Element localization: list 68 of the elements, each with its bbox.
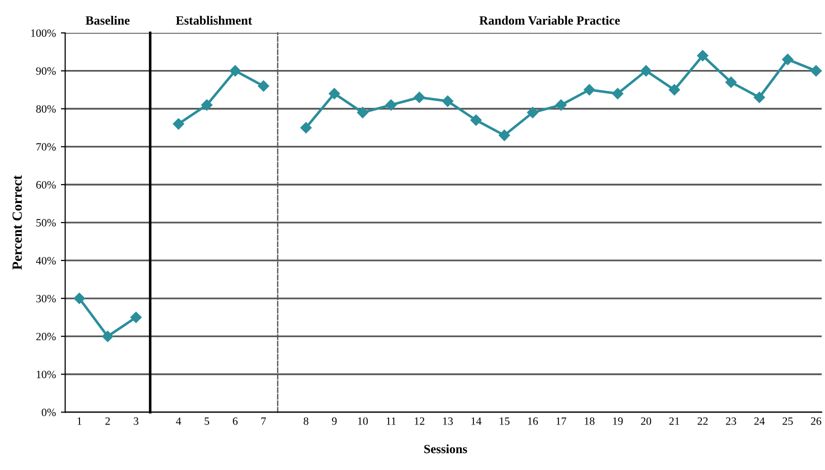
point: [102, 330, 114, 342]
x-tick-label: 5: [204, 417, 210, 425]
x-tick-label: 17: [556, 417, 566, 425]
y-axis-title: Percent Correct: [12, 175, 22, 270]
x-tick-label: 11: [386, 417, 396, 425]
point: [584, 84, 595, 96]
x-tick-label: 15: [500, 417, 510, 425]
y-tick-label: 10%: [36, 370, 56, 378]
y-tick-label: 80%: [36, 105, 56, 113]
point: [74, 292, 85, 304]
point: [498, 130, 510, 141]
y-tick-label: 30%: [36, 294, 56, 302]
point: [810, 65, 822, 76]
y-tick-label: 40%: [36, 256, 56, 264]
x-tick-label: 2: [105, 417, 110, 425]
chart-title: Random Variable Practice: [479, 16, 620, 25]
y-tick-label: 100%: [31, 29, 56, 37]
point: [697, 50, 708, 62]
point: [414, 92, 425, 103]
x-tick-label: 21: [669, 417, 680, 425]
point: [782, 54, 794, 66]
y-tick-label: 70%: [36, 143, 56, 151]
y-tick-label: 0%: [42, 408, 56, 416]
y-tick-label: 60%: [36, 181, 56, 189]
x-tick-label: 14: [471, 417, 482, 425]
x-tick-label: 18: [584, 417, 594, 425]
x-axis-title: Sessions: [424, 444, 468, 454]
x-tick-label: 16: [528, 417, 538, 425]
y-tick-label: 90%: [36, 67, 56, 75]
point: [725, 76, 737, 88]
point: [357, 106, 368, 118]
point: [527, 106, 538, 118]
x-tick-label: 20: [640, 417, 652, 425]
point: [754, 92, 765, 103]
x-tick-label: 10: [358, 417, 368, 425]
x-tick-label: 26: [810, 417, 822, 425]
x-tick-label: 13: [443, 417, 453, 425]
x-tick-label: 1: [78, 417, 82, 425]
point: [130, 312, 142, 323]
point: [612, 88, 624, 100]
x-tick-label: 12: [414, 417, 424, 425]
x-tick-label: 22: [698, 417, 708, 425]
x-tick-label: 4: [176, 417, 182, 425]
x-tick-label: 9: [332, 417, 337, 425]
point: [668, 84, 680, 96]
point: [470, 114, 482, 126]
x-tick-label: 25: [782, 417, 793, 425]
x-tick-label: 24: [754, 417, 765, 425]
y-tick-label: 20%: [36, 332, 56, 340]
x-tick-label: 3: [134, 417, 138, 425]
point: [555, 99, 567, 111]
x-tick-label: 6: [232, 417, 238, 425]
point: [230, 65, 241, 76]
chart-title: Establishment: [176, 16, 252, 25]
point: [300, 122, 312, 134]
point: [172, 118, 184, 130]
point: [640, 65, 652, 76]
point: [385, 99, 397, 111]
point: [258, 80, 270, 92]
point: [442, 96, 454, 107]
point: [328, 88, 340, 100]
x-tick-label: 7: [261, 417, 266, 425]
x-tick-label: 23: [726, 417, 736, 425]
point: [201, 99, 212, 111]
y-tick-label: 50%: [36, 219, 56, 227]
x-tick-label: 19: [613, 417, 623, 425]
chart-title: Baseline: [86, 16, 130, 25]
x-tick-label: 8: [304, 417, 308, 425]
